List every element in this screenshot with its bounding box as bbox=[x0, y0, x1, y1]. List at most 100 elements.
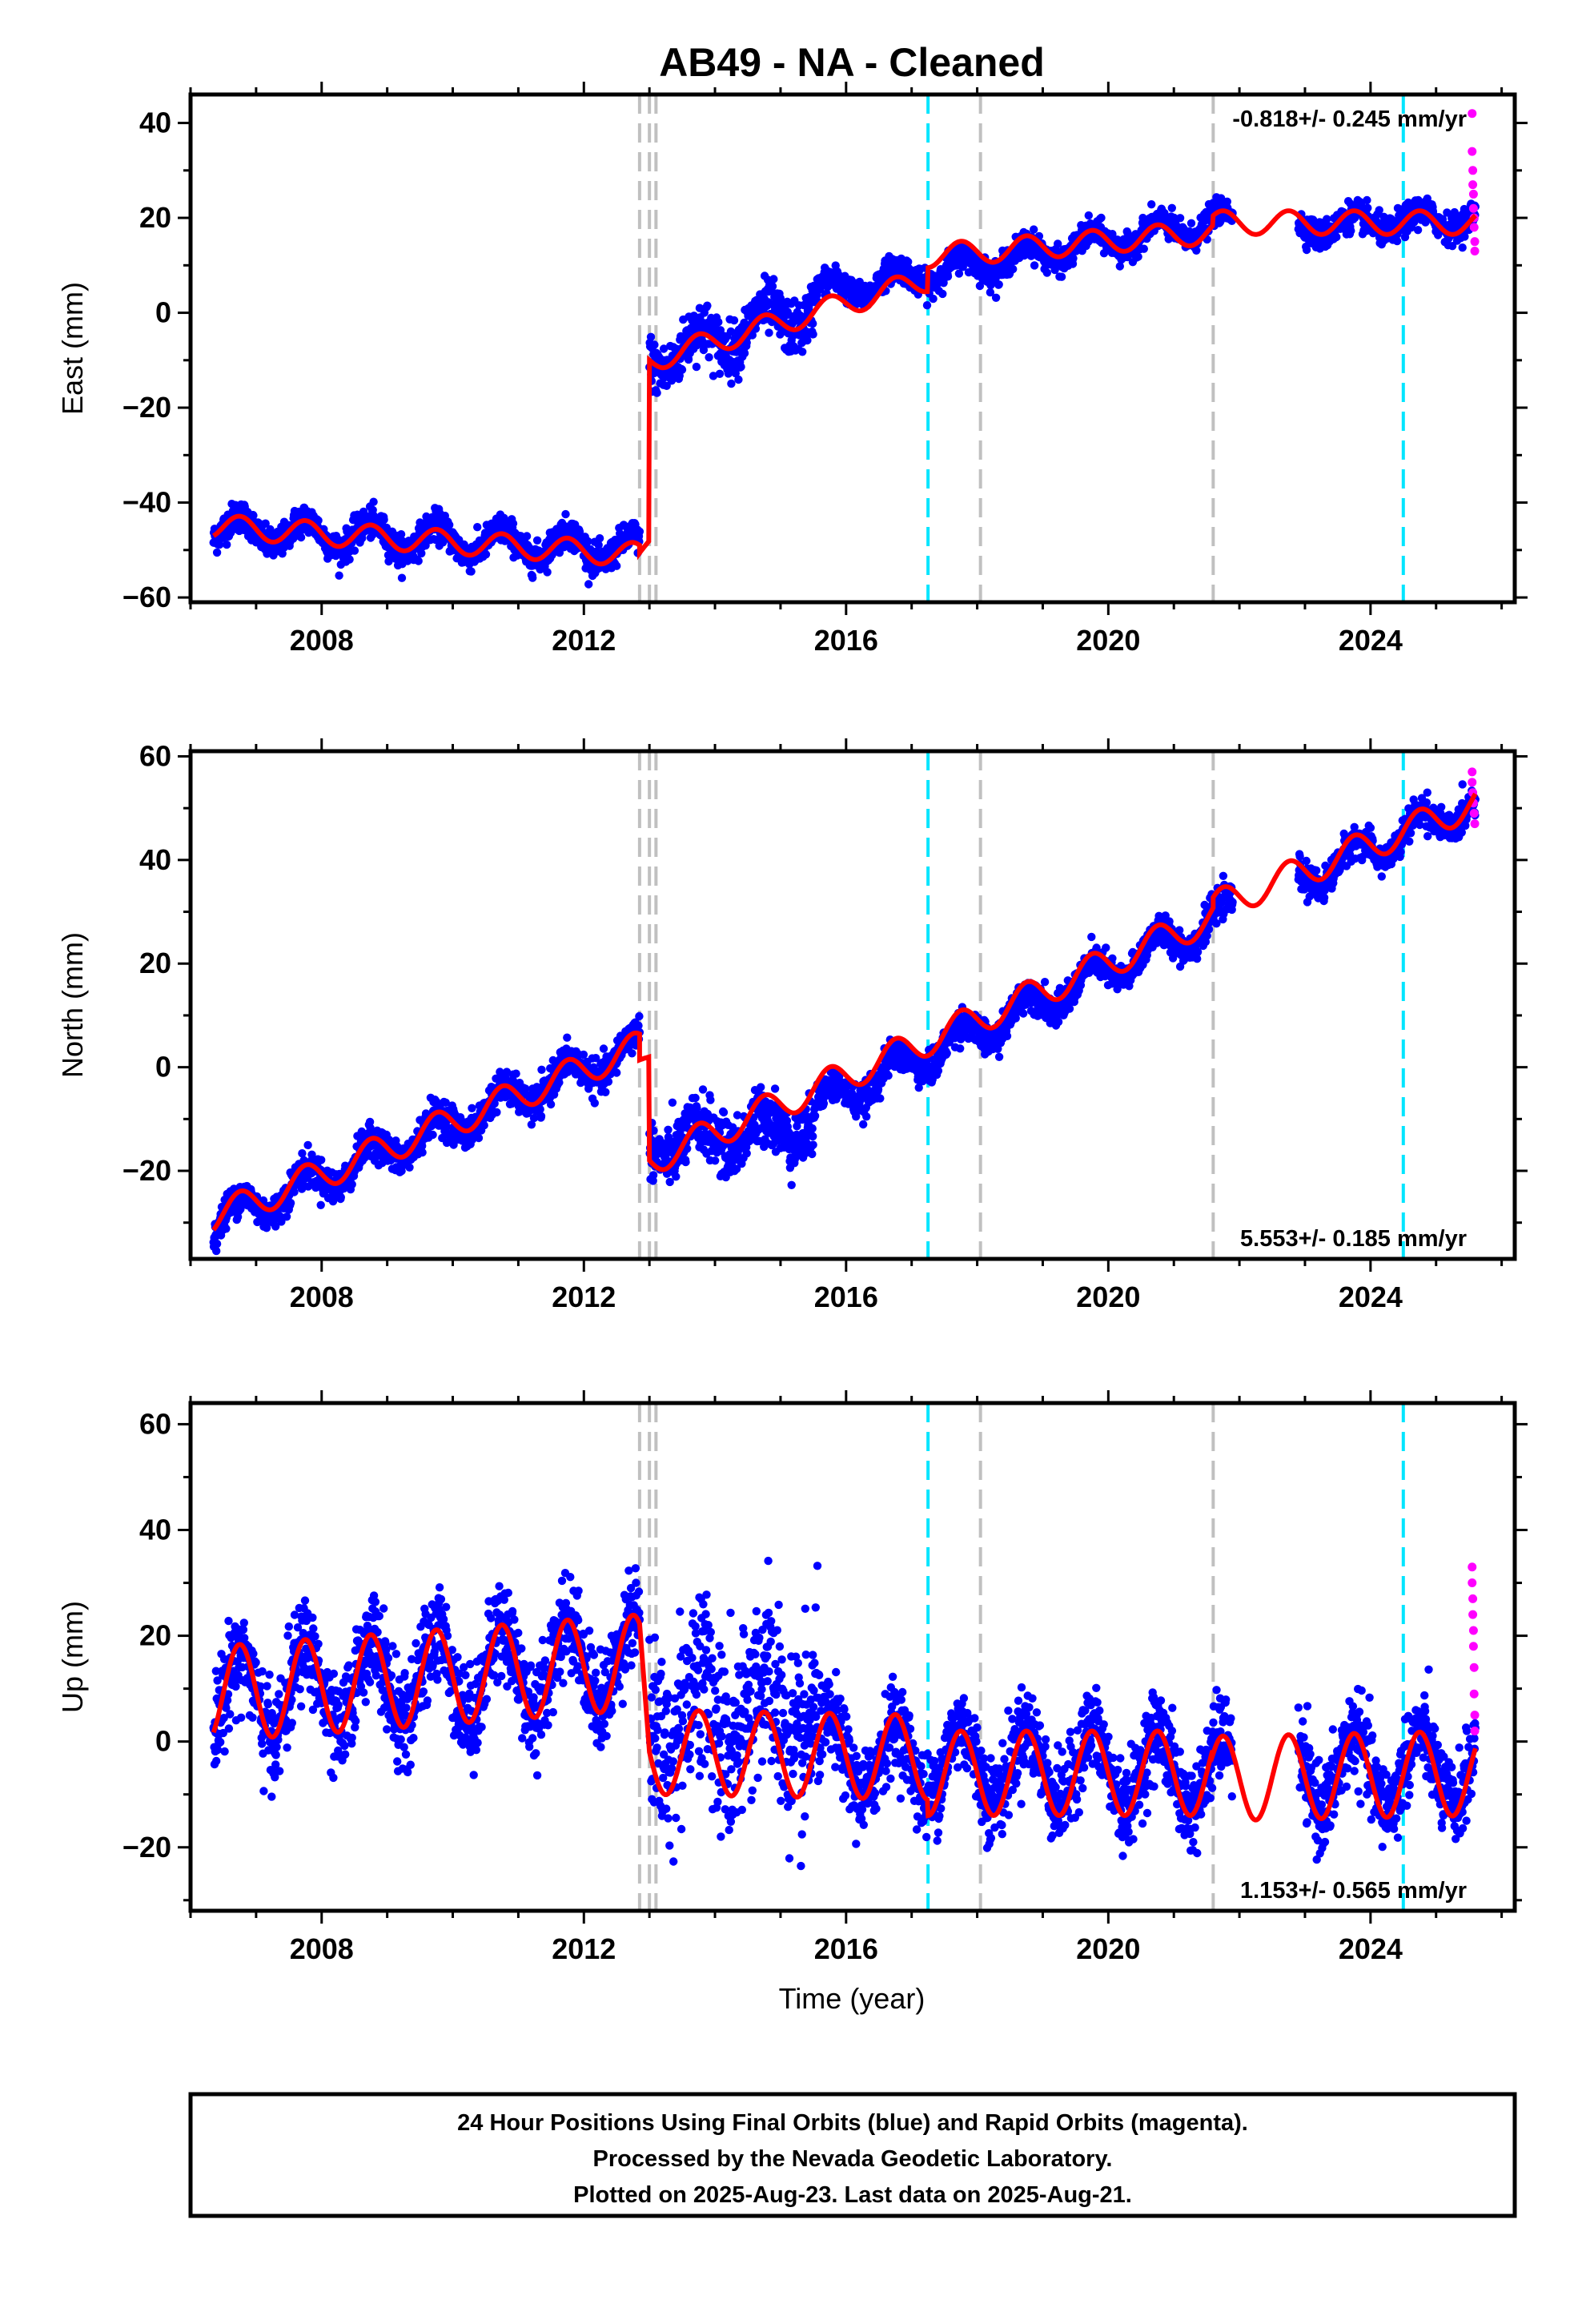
data-point bbox=[612, 1068, 621, 1077]
data-point bbox=[765, 328, 773, 337]
y-tick-label: 0 bbox=[155, 296, 171, 329]
data-point bbox=[732, 1164, 741, 1173]
x-tick-label: 2020 bbox=[1076, 624, 1140, 657]
data-point bbox=[282, 1212, 291, 1221]
data-point bbox=[397, 573, 407, 582]
data-point bbox=[522, 532, 532, 541]
data-point bbox=[317, 1156, 326, 1164]
data-point bbox=[958, 263, 968, 271]
data-point bbox=[803, 336, 812, 345]
data-point bbox=[1363, 203, 1372, 212]
data-point bbox=[262, 1224, 271, 1232]
data-point bbox=[1375, 206, 1383, 215]
data-point bbox=[1009, 264, 1018, 274]
data-point bbox=[266, 525, 275, 534]
data-point bbox=[703, 301, 712, 310]
data-point bbox=[662, 381, 671, 390]
data-point bbox=[664, 1125, 673, 1135]
rapid-point bbox=[1468, 109, 1477, 119]
data-point bbox=[439, 538, 448, 547]
data-point bbox=[628, 1049, 636, 1058]
data-point bbox=[612, 561, 621, 570]
data-point bbox=[1057, 272, 1066, 281]
data-point bbox=[757, 1083, 765, 1092]
data-point bbox=[714, 318, 723, 327]
y-axis-label: East (mm) bbox=[56, 282, 89, 415]
data-point bbox=[668, 1098, 677, 1108]
data-point bbox=[1363, 195, 1371, 205]
data-point bbox=[1139, 244, 1149, 253]
data-point bbox=[286, 1199, 295, 1208]
data-point bbox=[599, 1044, 608, 1053]
data-point bbox=[809, 330, 817, 339]
x-tick-label: 2008 bbox=[290, 624, 354, 657]
data-point bbox=[681, 1157, 690, 1167]
data-point bbox=[316, 1200, 325, 1210]
data-point bbox=[1413, 226, 1423, 235]
data-point bbox=[727, 379, 736, 388]
data-point bbox=[938, 289, 947, 299]
data-point bbox=[1042, 268, 1052, 277]
data-point bbox=[768, 282, 777, 291]
data-point bbox=[529, 1113, 539, 1123]
data-point bbox=[212, 548, 222, 557]
data-point bbox=[665, 1177, 674, 1187]
data-point bbox=[521, 1084, 530, 1093]
data-point bbox=[277, 1217, 286, 1226]
x-tick-label: 2012 bbox=[552, 624, 616, 657]
data-point bbox=[711, 1156, 720, 1165]
data-point bbox=[532, 536, 542, 545]
data-point bbox=[536, 1105, 544, 1114]
data-point bbox=[474, 1133, 484, 1143]
data-point bbox=[1302, 245, 1311, 255]
data-point bbox=[776, 330, 785, 339]
data-point bbox=[954, 269, 964, 278]
data-point bbox=[994, 280, 1003, 289]
y-tick-label: −40 bbox=[122, 486, 171, 519]
data-point bbox=[929, 294, 938, 304]
rapid-point bbox=[1470, 237, 1480, 247]
data-point bbox=[715, 369, 725, 378]
data-point bbox=[297, 1184, 307, 1193]
y-tick-label: 40 bbox=[139, 107, 171, 139]
y-tick-label: −20 bbox=[122, 391, 171, 424]
data-point bbox=[1186, 219, 1196, 227]
data-point bbox=[986, 287, 995, 297]
data-point bbox=[414, 557, 423, 565]
data-point bbox=[706, 1096, 715, 1104]
data-point bbox=[709, 372, 718, 380]
rapid-point bbox=[1469, 223, 1479, 232]
data-point bbox=[1392, 236, 1402, 246]
data-point bbox=[635, 527, 644, 536]
data-point bbox=[223, 540, 231, 549]
rapid-point bbox=[1468, 166, 1478, 175]
data-point bbox=[584, 580, 593, 589]
data-point bbox=[508, 519, 518, 528]
data-point bbox=[579, 1050, 588, 1059]
data-point bbox=[563, 1033, 572, 1042]
data-point bbox=[290, 1188, 299, 1196]
data-point bbox=[604, 1077, 613, 1086]
data-point bbox=[584, 537, 592, 546]
data-point bbox=[512, 1069, 520, 1078]
data-point bbox=[1323, 215, 1331, 223]
final-orbit-points bbox=[209, 193, 1480, 589]
data-point bbox=[594, 541, 603, 549]
data-point bbox=[991, 293, 1001, 302]
data-point bbox=[336, 1192, 345, 1202]
data-point bbox=[537, 1065, 546, 1075]
data-point bbox=[222, 1224, 231, 1233]
data-point bbox=[769, 275, 778, 283]
data-point bbox=[307, 1150, 316, 1160]
data-point bbox=[561, 509, 570, 519]
data-point bbox=[1134, 252, 1142, 261]
data-point bbox=[705, 353, 713, 362]
data-point bbox=[595, 534, 604, 543]
data-point bbox=[742, 1149, 751, 1158]
data-point bbox=[729, 316, 739, 325]
data-point bbox=[672, 1172, 681, 1181]
data-point bbox=[922, 301, 932, 310]
data-point bbox=[492, 1108, 501, 1117]
